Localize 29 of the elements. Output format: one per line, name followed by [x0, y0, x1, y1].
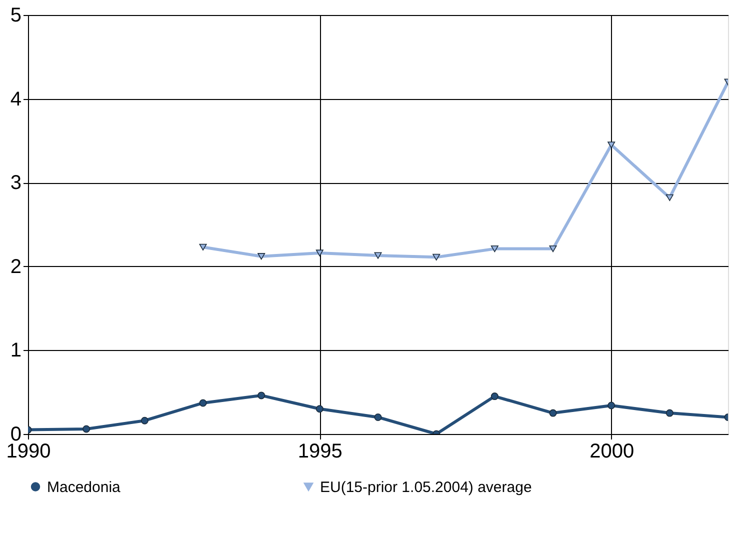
- point: [666, 194, 674, 201]
- point: [490, 245, 498, 252]
- point: [258, 392, 266, 400]
- point: [374, 413, 382, 421]
- point: [258, 253, 266, 260]
- point: [199, 399, 207, 407]
- point: [316, 250, 324, 256]
- point: [199, 244, 207, 250]
- legend-label: EU(15-prior 1.05.2004) average: [320, 478, 532, 496]
- point: [82, 425, 90, 433]
- x-tick-label: 1990: [6, 440, 51, 462]
- point: [316, 405, 324, 413]
- point: [666, 409, 674, 417]
- point: [374, 252, 382, 259]
- point: [549, 409, 557, 417]
- y-tick-label: 5: [10, 4, 22, 26]
- x-tick-label: 2000: [590, 440, 634, 462]
- y-tick-label: 2: [10, 256, 22, 278]
- x-tick-label: 1995: [298, 440, 342, 462]
- point: [432, 254, 440, 260]
- legend-label: Macedonia: [47, 478, 122, 496]
- point: [549, 245, 557, 252]
- point: [608, 142, 616, 148]
- y-tick-label: 4: [10, 88, 22, 110]
- y-tick-label: 1: [10, 340, 22, 362]
- point: [490, 392, 498, 400]
- y-tick-label: 3: [10, 172, 22, 194]
- point: [608, 402, 616, 410]
- point: [140, 416, 148, 424]
